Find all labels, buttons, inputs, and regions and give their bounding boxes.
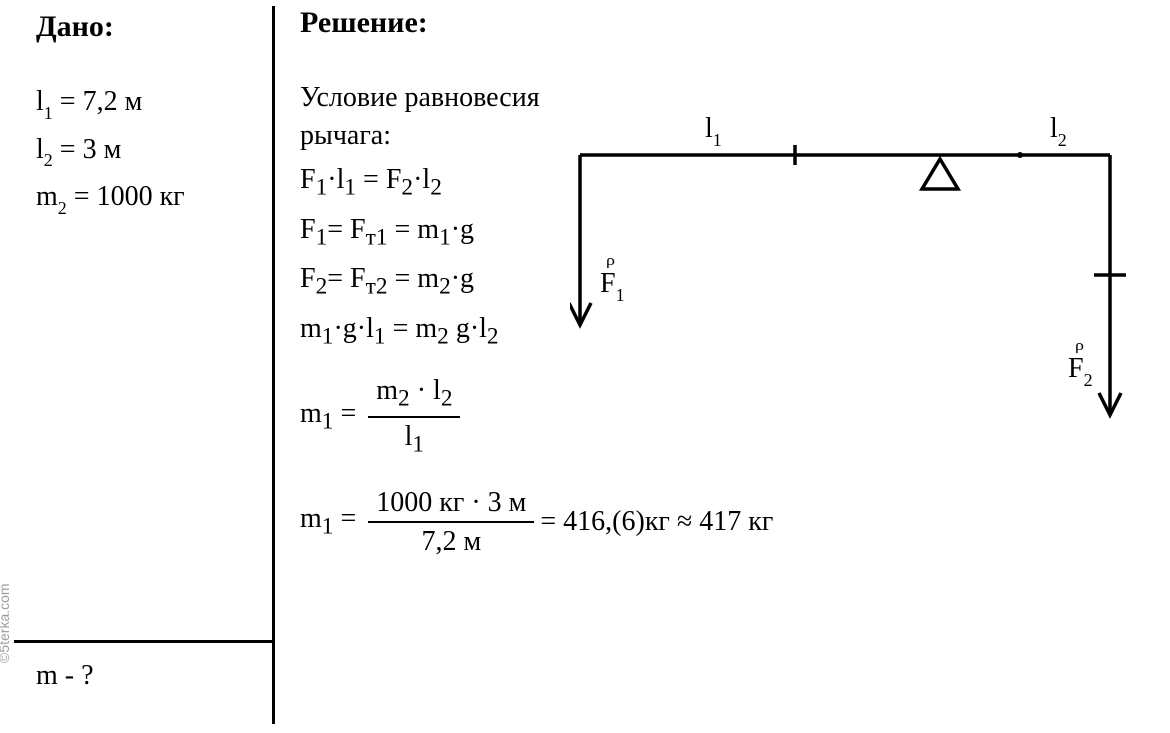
diagram-label-f2: F2 [1068,353,1093,389]
vector-cap-f2: ρ [1075,337,1084,354]
given-l1: l1 = 7,2 м [36,86,256,122]
sub-2: 2 [44,150,53,170]
vector-cap-f1: ρ [606,252,615,269]
condition-line-1: Условие равновесия [300,82,1150,114]
diagram-label-l1: l1 [705,113,722,149]
frac2-num: 1000 кг · 3 м [368,486,534,520]
l1-value: = 7,2 м [53,86,143,117]
var-m: m [36,181,58,212]
given-m2: m2 = 1000 кг [36,181,256,217]
diagram-label-f1: F1 [600,268,625,304]
given-heading: Дано: [36,10,256,44]
frac1: m2 · l2 l1 [368,374,460,459]
m2-value: = 1000 кг [67,181,185,212]
var-l: l [36,86,44,117]
frac2: 1000 кг · 3 м 7,2 м [368,486,534,559]
sub-1: 1 [44,103,53,123]
frac2-den: 7,2 м [368,525,534,559]
frac1-bar [368,416,460,418]
lever-diagram: l1 l2 ρ F1 ρ F2 [570,115,1130,435]
solution-heading: Решение: [300,6,1150,40]
horizontal-divider [14,640,272,643]
lever-svg [570,115,1130,435]
frac1-num: m2 · l2 [368,374,460,414]
frac2-result: = 416,(6)кг ≈ 417 кг [540,506,773,538]
find-text: m - ? [36,660,94,692]
given-l2: l2 = 3 м [36,134,256,170]
watermark-text: ©5terka.com [0,583,12,663]
vertical-divider [272,6,275,724]
frac2-lhs: m1 = [300,503,356,541]
fraction-row-2: m1 = 1000 кг · 3 м 7,2 м = 416,(6)кг ≈ 4… [300,486,1150,559]
frac2-bar [368,521,534,523]
frac1-den: l1 [368,420,460,460]
var-l: l [36,134,44,165]
given-column: Дано: l1 = 7,2 м l2 = 3 м m2 = 1000 кг [36,10,256,229]
sub-2: 2 [58,198,67,218]
frac1-lhs: m1 = [300,398,356,436]
diagram-label-l2: l2 [1050,113,1067,149]
l2-value: = 3 м [53,134,122,165]
